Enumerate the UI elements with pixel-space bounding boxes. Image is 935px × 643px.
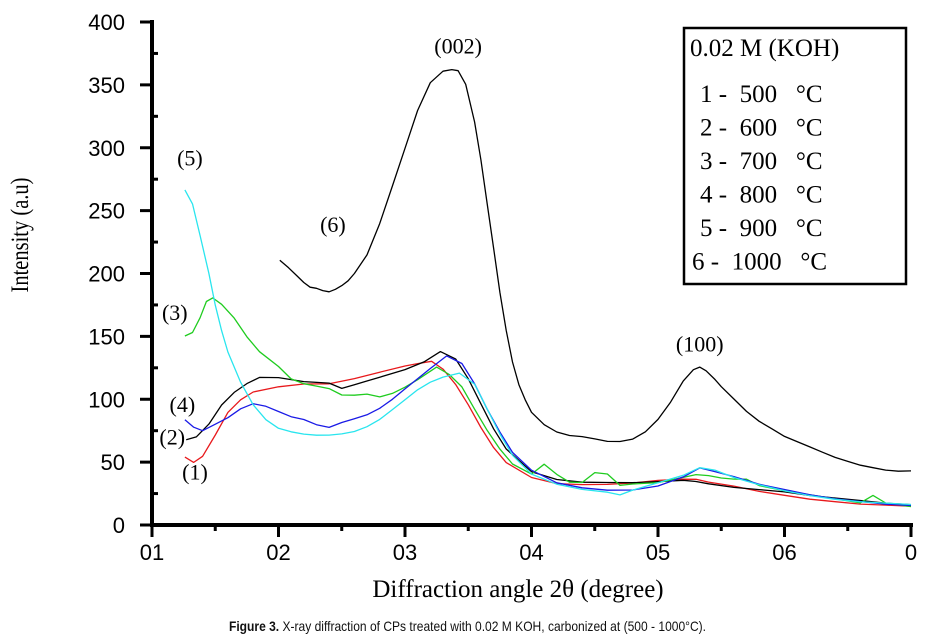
x-tick-label: 0 — [905, 540, 917, 565]
y-tick-label: 100 — [88, 387, 125, 412]
series-line-4 — [184, 355, 912, 507]
legend-entry: 3 - 700 °C — [700, 148, 823, 175]
caption-label: Figure 3. — [228, 618, 280, 634]
xrd-chart: 0 50 100 150 200 250 300 350 400 01 02 03 04 05 06 0 (0… — [6, 10, 917, 603]
y-axis-title: Intensity (a.u) — [6, 178, 33, 293]
peak-annotation: (1) — [182, 460, 208, 485]
caption-text: X-ray diffraction of CPs treated with 0.… — [279, 618, 707, 634]
x-tick-label: 01 — [140, 540, 164, 565]
y-tick-label: 200 — [88, 262, 125, 287]
series-line-5 — [184, 189, 912, 506]
y-tick-label: 50 — [101, 450, 125, 475]
legend-entries: 1 - 500 °C 2 - 600 °C 3 - 700 °C 4 - 800 °C… — [692, 81, 827, 276]
peak-annotation: (6) — [320, 212, 346, 237]
y-tick-label: 0 — [113, 513, 125, 538]
figure-caption: Figure 3. X-ray diffraction of CPs treat… — [65, 618, 869, 634]
series-line-3 — [184, 297, 912, 508]
peak-annotation: (3) — [162, 300, 188, 325]
legend-title: 0.02 M (KOH) — [690, 35, 839, 62]
series-line-2 — [186, 350, 912, 506]
x-tick-label: 04 — [519, 540, 543, 565]
legend: 0.02 M (KOH) 1 - 500 °C 2 - 600 °C 3 - 700… — [682, 26, 908, 286]
legend-entry: 2 - 600 °C — [700, 115, 823, 142]
x-tick-label: 02 — [266, 540, 290, 565]
peak-annotation: (2) — [159, 425, 185, 450]
peak-annotation: (4) — [170, 392, 196, 417]
legend-entry: 6 - 1000 °C — [692, 249, 827, 276]
series-line-6 — [279, 68, 912, 472]
legend-entry: 1 - 500 °C — [700, 81, 823, 108]
x-tick-label: 06 — [772, 540, 796, 565]
legend-entry: 5 - 900 °C — [700, 215, 823, 242]
y-tick-label: 350 — [88, 73, 125, 98]
peak-annotation: (002) — [434, 33, 482, 58]
legend-box — [682, 26, 908, 286]
y-tick-label: 250 — [88, 199, 125, 224]
y-tick-label: 400 — [88, 10, 125, 35]
ticks: 0 50 100 150 200 250 300 350 400 01 02 03 04 05 06 0 — [88, 10, 917, 565]
y-tick-label: 300 — [88, 136, 125, 161]
peak-annotation: (100) — [676, 331, 724, 356]
peak-annotation: (5) — [177, 145, 203, 170]
series-line-1 — [184, 360, 912, 507]
legend-entry: 4 - 800 °C — [700, 182, 823, 209]
x-axis-title: Diffraction angle 2θ (degree) — [372, 576, 663, 603]
x-tick-label: 05 — [646, 540, 670, 565]
annotations: (002) (100) (6) (5) (3) (4) (2) (1) — [159, 33, 723, 484]
y-tick-label: 150 — [88, 324, 125, 349]
series-layer — [184, 68, 912, 508]
x-tick-label: 03 — [393, 540, 417, 565]
